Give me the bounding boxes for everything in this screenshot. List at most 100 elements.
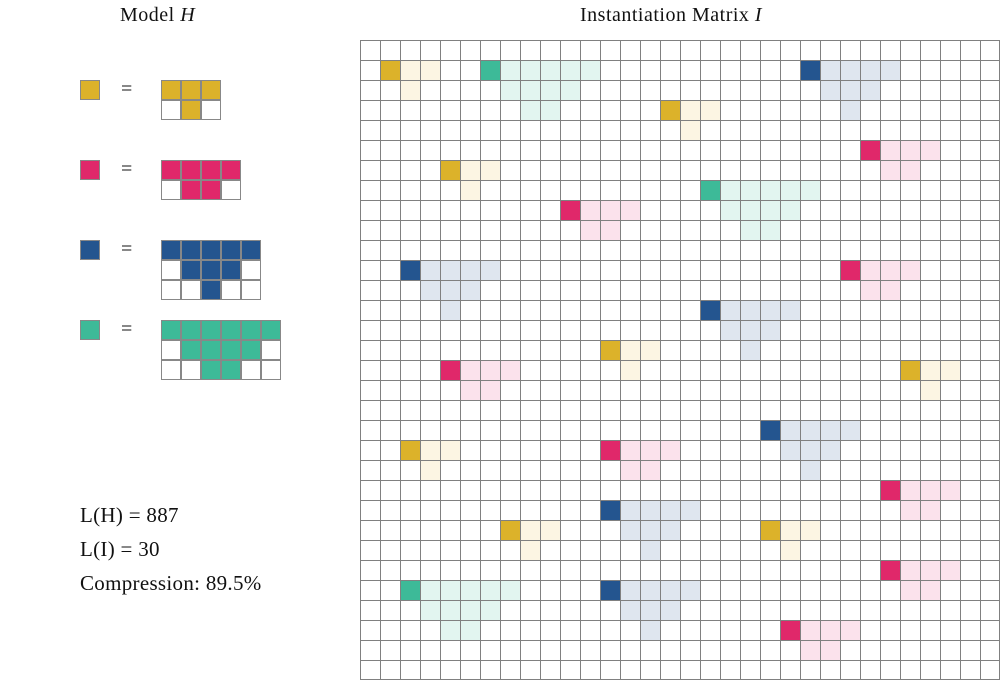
instance-cell-blue	[720, 300, 740, 320]
instance-anchor-blue	[600, 500, 620, 520]
pattern-cell	[221, 340, 241, 360]
instance-cell-teal	[520, 80, 540, 100]
instance-cell-blue	[420, 280, 440, 300]
instance-cell-pink	[580, 220, 600, 240]
pattern-cell	[181, 280, 201, 300]
matrix-length: L(I) = 30	[80, 537, 160, 561]
instance-cell-pink	[880, 160, 900, 180]
grid-line	[360, 500, 1000, 501]
instance-anchor-yellow	[600, 340, 620, 360]
instance-cell-blue	[800, 420, 820, 440]
instance-anchor-pink	[600, 440, 620, 460]
pattern-cell	[241, 320, 261, 340]
instance-cell-yellow	[440, 440, 460, 460]
model-swatch-yellow	[80, 80, 100, 100]
instance-cell-yellow	[400, 80, 420, 100]
instance-cell-blue	[760, 320, 780, 340]
pattern-cell	[241, 280, 261, 300]
grid-line	[900, 40, 901, 680]
instance-cell-pink	[620, 460, 640, 480]
instance-cell-blue	[660, 520, 680, 540]
instance-cell-teal	[480, 600, 500, 620]
instance-cell-blue	[840, 420, 860, 440]
instance-cell-pink	[900, 260, 920, 280]
instance-cell-teal	[440, 620, 460, 640]
instance-cell-teal	[420, 580, 440, 600]
pattern-cell	[261, 320, 281, 340]
instance-cell-pink	[480, 380, 500, 400]
equals-sign: =	[121, 238, 133, 260]
instance-cell-yellow	[400, 60, 420, 80]
instance-cell-teal	[420, 600, 440, 620]
pattern-cell	[161, 160, 181, 180]
model-panel: = = = =	[0, 0, 340, 680]
instance-cell-yellow	[780, 520, 800, 540]
instance-cell-pink	[600, 200, 620, 220]
instance-cell-yellow	[780, 540, 800, 560]
instance-cell-teal	[500, 80, 520, 100]
instance-cell-teal	[760, 180, 780, 200]
instance-anchor-blue	[700, 300, 720, 320]
pattern-cell	[261, 360, 281, 380]
instance-anchor-blue	[400, 260, 420, 280]
instance-cell-blue	[460, 260, 480, 280]
model-swatch-pink	[80, 160, 100, 180]
pattern-cell	[181, 340, 201, 360]
instance-cell-teal	[760, 220, 780, 240]
instance-cell-yellow	[620, 340, 640, 360]
instance-cell-yellow	[520, 520, 540, 540]
grid-line	[360, 580, 1000, 581]
grid-line	[920, 40, 921, 680]
instance-cell-blue	[640, 600, 660, 620]
instance-cell-teal	[780, 200, 800, 220]
instance-anchor-blue	[800, 60, 820, 80]
grid-line	[840, 40, 841, 680]
instance-cell-teal	[520, 60, 540, 80]
grid-line	[740, 40, 741, 680]
pattern-cell	[161, 280, 181, 300]
instance-cell-blue	[720, 320, 740, 340]
pattern-cell	[181, 360, 201, 380]
pattern-cell	[181, 180, 201, 200]
instance-cell-yellow	[460, 160, 480, 180]
instance-anchor-teal	[400, 580, 420, 600]
instance-cell-pink	[880, 280, 900, 300]
grid-line	[360, 640, 1000, 641]
instance-cell-teal	[520, 100, 540, 120]
instance-cell-yellow	[640, 340, 660, 360]
instance-cell-teal	[460, 600, 480, 620]
instance-cell-blue	[680, 580, 700, 600]
pattern-cell	[201, 260, 221, 280]
instance-cell-yellow	[680, 120, 700, 140]
instance-cell-pink	[620, 200, 640, 220]
instance-cell-blue	[840, 80, 860, 100]
instance-cell-pink	[640, 440, 660, 460]
instance-cell-blue	[780, 300, 800, 320]
instance-cell-blue	[440, 260, 460, 280]
instance-anchor-yellow	[660, 100, 680, 120]
instance-cell-teal	[440, 600, 460, 620]
instance-cell-pink	[920, 480, 940, 500]
pattern-cell	[181, 240, 201, 260]
instance-cell-blue	[740, 340, 760, 360]
grid-line	[360, 460, 1000, 461]
instance-cell-teal	[500, 60, 520, 80]
model-length: L(H) = 887	[80, 503, 179, 527]
instance-cell-yellow	[620, 360, 640, 380]
equals-sign: =	[121, 158, 133, 180]
grid-line	[360, 600, 1000, 601]
instantiation-matrix	[360, 40, 1000, 680]
instance-anchor-yellow	[900, 360, 920, 380]
instance-cell-teal	[560, 80, 580, 100]
instance-anchor-yellow	[500, 520, 520, 540]
pattern-cell	[241, 340, 261, 360]
instance-anchor-teal	[700, 180, 720, 200]
pattern-cell	[201, 160, 221, 180]
instance-cell-teal	[540, 100, 560, 120]
instance-anchor-pink	[880, 560, 900, 580]
instance-anchor-yellow	[440, 160, 460, 180]
instance-cell-blue	[460, 280, 480, 300]
instance-cell-blue	[640, 620, 660, 640]
instance-anchor-pink	[880, 480, 900, 500]
instance-cell-teal	[540, 60, 560, 80]
